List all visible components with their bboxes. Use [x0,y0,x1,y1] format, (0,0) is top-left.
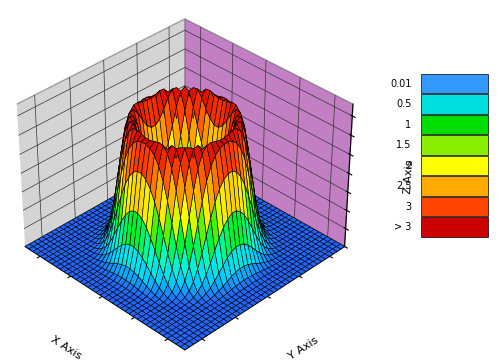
Text: 2: 2 [405,161,411,171]
Text: 1.5: 1.5 [396,140,411,150]
Text: > 3: > 3 [394,222,411,232]
Text: 0.01: 0.01 [390,79,411,89]
FancyBboxPatch shape [421,156,488,175]
FancyBboxPatch shape [421,94,488,114]
FancyBboxPatch shape [421,217,488,237]
FancyBboxPatch shape [421,135,488,155]
FancyBboxPatch shape [421,74,488,93]
Text: 3: 3 [405,202,411,211]
Text: 1: 1 [405,120,411,130]
Y-axis label: Y Axis: Y Axis [286,335,320,361]
FancyBboxPatch shape [421,176,488,196]
Text: 0.5: 0.5 [396,99,411,109]
FancyBboxPatch shape [421,115,488,134]
FancyBboxPatch shape [421,197,488,216]
Text: 2.5: 2.5 [396,181,411,191]
X-axis label: X Axis: X Axis [49,335,84,362]
